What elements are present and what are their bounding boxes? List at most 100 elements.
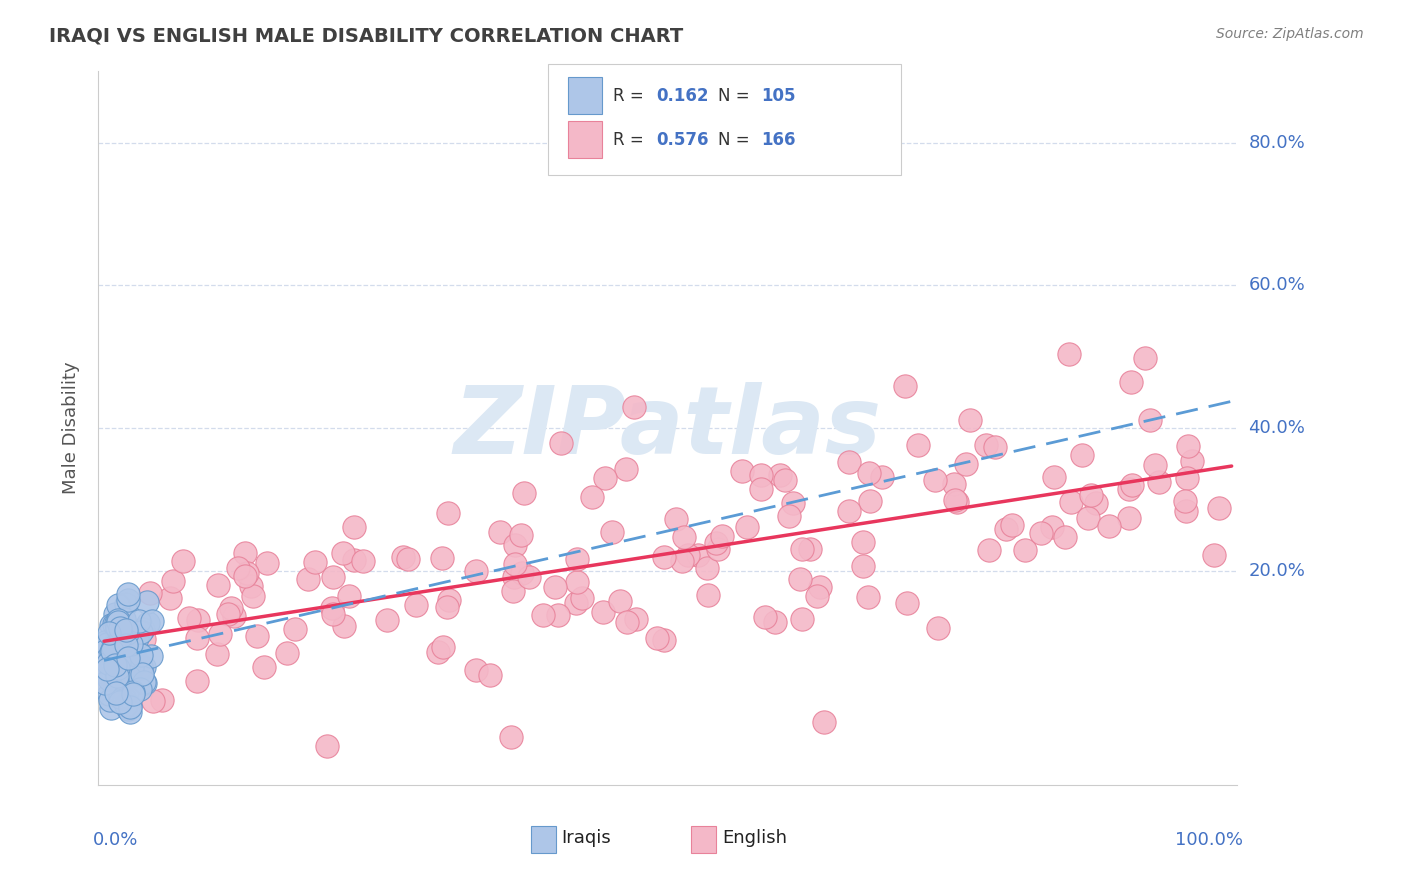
Point	[110, 639, 132, 653]
Point	[97, 657, 120, 671]
Text: 20.0%: 20.0%	[1249, 562, 1305, 580]
Point	[430, 551, 453, 566]
Point	[1031, 525, 1053, 540]
Point	[711, 529, 734, 543]
Point	[799, 542, 821, 557]
Point	[124, 629, 146, 643]
Point	[208, 627, 231, 641]
Text: R =: R =	[613, 131, 650, 149]
Point	[107, 598, 129, 612]
Point	[924, 473, 946, 487]
Point	[105, 620, 128, 634]
Point	[142, 694, 165, 708]
Point	[1177, 439, 1199, 453]
Point	[96, 662, 118, 676]
Point	[96, 660, 118, 674]
Point	[1014, 543, 1036, 558]
Point	[896, 596, 918, 610]
Point	[222, 609, 245, 624]
Point	[501, 730, 523, 744]
Point	[162, 574, 184, 589]
Point	[510, 566, 533, 581]
Point	[134, 676, 156, 690]
Text: 0.162: 0.162	[657, 87, 709, 104]
Point	[769, 468, 792, 483]
Point	[94, 676, 117, 690]
Point	[112, 632, 135, 647]
Point	[135, 595, 157, 609]
Point	[519, 570, 541, 584]
Point	[502, 583, 524, 598]
Point	[110, 656, 132, 670]
Point	[110, 639, 132, 653]
Point	[98, 626, 121, 640]
Point	[808, 580, 831, 594]
Point	[94, 635, 117, 649]
Point	[706, 536, 728, 550]
Point	[129, 648, 152, 663]
Point	[763, 615, 786, 630]
Point	[665, 512, 688, 526]
Point	[436, 600, 458, 615]
Point	[253, 660, 276, 674]
Point	[1000, 518, 1022, 533]
Point	[236, 566, 259, 580]
Point	[110, 629, 132, 643]
Point	[98, 692, 121, 706]
Point	[129, 659, 152, 673]
Point	[131, 660, 153, 674]
Point	[749, 467, 772, 482]
Text: English: English	[723, 830, 787, 847]
Point	[131, 625, 153, 640]
Point	[107, 615, 129, 629]
Text: 100.0%: 100.0%	[1175, 831, 1243, 849]
Point	[979, 542, 1001, 557]
Point	[593, 471, 616, 485]
Point	[276, 646, 298, 660]
Point	[107, 663, 129, 677]
Point	[852, 535, 875, 549]
Point	[392, 550, 415, 565]
Point	[115, 638, 138, 652]
Point	[465, 564, 488, 578]
Point	[108, 631, 131, 645]
Point	[479, 668, 502, 682]
Point	[112, 667, 135, 681]
Point	[118, 705, 141, 719]
Point	[1053, 530, 1076, 544]
Point	[104, 607, 127, 622]
Point	[688, 548, 710, 562]
Point	[623, 401, 645, 415]
Point	[108, 681, 131, 695]
Point	[107, 613, 129, 627]
Point	[104, 637, 127, 651]
Point	[117, 702, 139, 716]
Text: R =: R =	[613, 87, 650, 104]
Point	[1133, 351, 1156, 366]
Point	[172, 554, 194, 568]
Point	[117, 670, 139, 684]
Point	[132, 632, 155, 646]
Point	[246, 629, 269, 643]
Point	[509, 528, 531, 542]
Point	[1118, 483, 1140, 497]
Point	[105, 669, 128, 683]
Point	[322, 570, 344, 584]
Point	[101, 669, 124, 683]
Point	[751, 482, 773, 496]
Point	[101, 668, 124, 682]
Point	[187, 613, 209, 627]
Point	[647, 631, 669, 645]
FancyBboxPatch shape	[548, 64, 901, 175]
Point	[859, 494, 882, 508]
Point	[111, 629, 134, 643]
Point	[103, 658, 125, 673]
Point	[186, 674, 208, 689]
Point	[790, 612, 813, 626]
Point	[104, 616, 127, 631]
Point	[132, 622, 155, 636]
Point	[105, 683, 128, 698]
Point	[96, 666, 118, 681]
Point	[105, 686, 128, 700]
Point	[120, 637, 142, 651]
